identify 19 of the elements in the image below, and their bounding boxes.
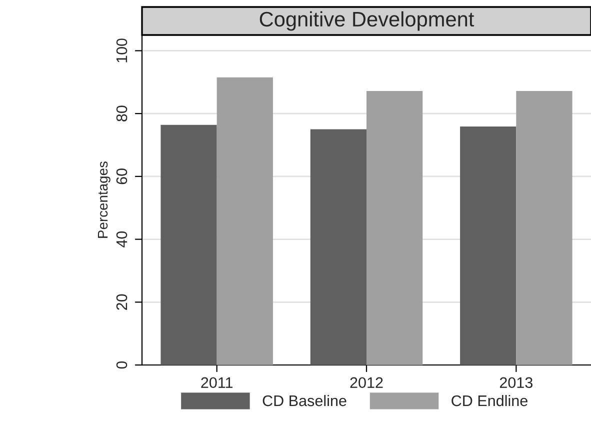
- bar: [516, 90, 572, 365]
- legend-label: CD Endline: [452, 394, 528, 406]
- y-tick-label: 100: [116, 38, 128, 62]
- y-tick-label: 20: [116, 294, 128, 310]
- x-tick-label: 2012: [350, 377, 383, 388]
- bar: [460, 126, 516, 365]
- y-axis-title: Percentages: [98, 162, 110, 238]
- y-tick-label: 80: [116, 106, 128, 122]
- bar: [216, 77, 273, 365]
- y-tick-label: 0: [116, 361, 128, 369]
- x-tick-label: 2013: [500, 377, 532, 388]
- bar: [310, 129, 366, 365]
- y-tick-label: 60: [116, 168, 128, 184]
- bar: [160, 124, 217, 365]
- y-tick-label: 40: [116, 231, 128, 248]
- bar: [366, 90, 423, 365]
- legend-label: CD Baseline: [262, 394, 346, 406]
- chart-title: Cognitive Development: [260, 11, 474, 31]
- x-tick-label: 2011: [201, 377, 233, 388]
